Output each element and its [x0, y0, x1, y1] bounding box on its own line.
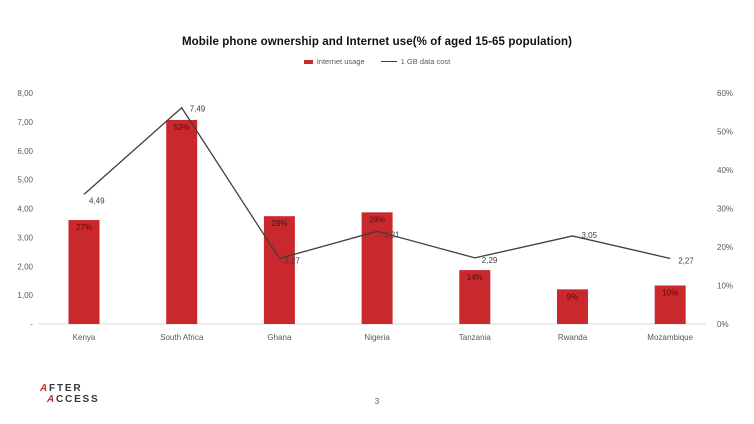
x-axis-label-nigeria: Nigeria	[364, 333, 390, 342]
left-axis-tick: 6,00	[17, 147, 33, 156]
bar-value-label: 28%	[271, 219, 287, 228]
bar-nigeria	[361, 212, 393, 324]
right-axis-tick: 50%	[717, 128, 733, 137]
line-point-label: 2,27	[284, 256, 300, 265]
logo-line-2: ACCESS	[45, 394, 100, 405]
bar-value-label: 10%	[662, 289, 678, 298]
line-point-label: 2,27	[678, 256, 694, 265]
bar-value-label: 27%	[76, 223, 92, 232]
bar-ghana	[263, 216, 295, 324]
right-axis-tick: 20%	[717, 243, 733, 252]
line-point-label: 7,49	[190, 105, 206, 114]
right-axis-tick: 0%	[717, 320, 729, 329]
bar-value-label: 53%	[174, 123, 190, 132]
bar-mozambique	[654, 285, 686, 324]
left-axis-tick: 1,00	[17, 291, 33, 300]
left-axis-tick: 8,00	[17, 89, 33, 98]
left-axis-tick: 7,00	[17, 118, 33, 127]
right-axis-tick: 60%	[717, 89, 733, 98]
line-point-label: 2,29	[482, 256, 498, 265]
x-axis-label-kenya: Kenya	[73, 333, 96, 342]
left-axis-tick: 2,00	[17, 262, 33, 271]
right-axis-tick: 40%	[717, 166, 733, 175]
bar-rwanda	[557, 289, 588, 324]
x-axis-label-mozambique: Mozambique	[647, 333, 693, 342]
legend-item-internet-usage: Internet usage	[303, 57, 365, 66]
legend-label: Internet usage	[316, 57, 365, 66]
left-axis-tick: -	[30, 320, 33, 329]
page-number: 3	[374, 397, 380, 406]
x-axis-label-ghana: Ghana	[267, 333, 292, 342]
chart-legend: Internet usage 1 GB data cost	[0, 57, 754, 66]
line-swatch-icon	[380, 61, 397, 62]
x-axis-label-tanzania: Tanzania	[459, 333, 492, 342]
after-access-logo: AFTER ACCESS	[38, 383, 100, 405]
right-axis-tick: 10%	[717, 282, 733, 291]
line-1gb-data-cost	[83, 106, 671, 260]
bar-tanzania	[459, 270, 491, 324]
x-axis-label-rwanda: Rwanda	[558, 333, 588, 342]
line-point-label: 3,05	[582, 231, 598, 240]
bar-value-label: 9%	[567, 292, 579, 301]
chart-title: Mobile phone ownership and Internet use(…	[181, 36, 573, 48]
logo-line-1: AFTER	[38, 383, 83, 394]
bar-swatch-icon	[303, 59, 313, 64]
line-point-label: 3,21	[384, 230, 400, 239]
legend-label: 1 GB data cost	[400, 57, 451, 66]
legend-item-1gb-data-cost: 1 GB data cost	[380, 57, 451, 66]
x-axis-label-south-africa: South Africa	[160, 333, 204, 342]
left-axis-tick: 4,00	[17, 205, 33, 214]
left-axis-tick: 5,00	[17, 176, 33, 185]
right-axis-tick: 30%	[717, 205, 733, 214]
line-point-label: 4,49	[89, 196, 105, 205]
bar-south-africa	[166, 119, 198, 324]
left-axis-tick: 3,00	[17, 233, 33, 242]
bar-value-label: 29%	[369, 215, 385, 224]
bar-value-label: 14%	[467, 273, 483, 282]
bar-kenya	[68, 220, 100, 324]
